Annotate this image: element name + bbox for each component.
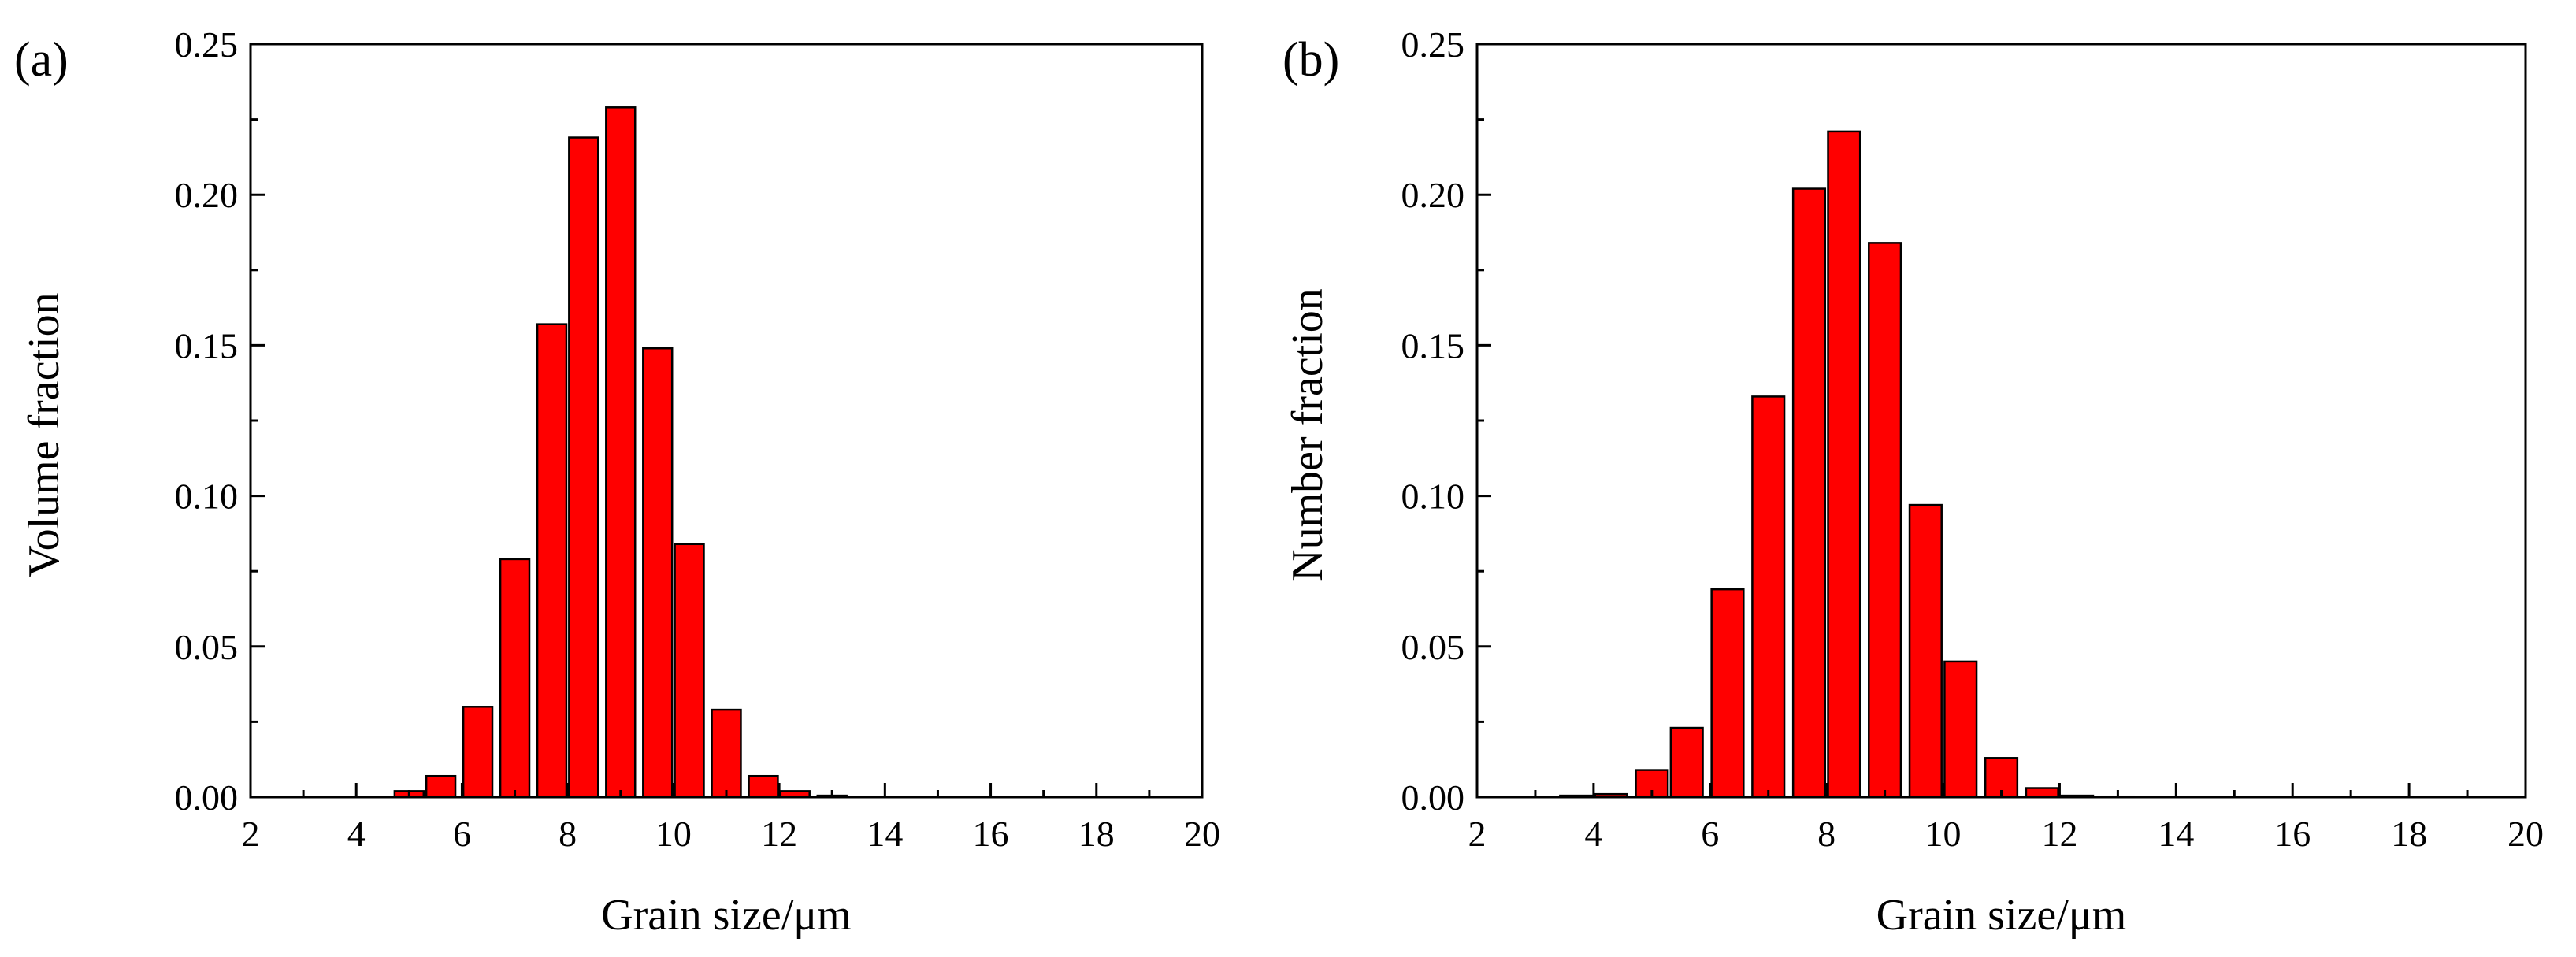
bar-b-10 <box>1943 660 1978 799</box>
bar-a-9 <box>711 708 742 799</box>
y-tick-label-a-5: 0.25 <box>175 24 239 65</box>
y-tick-label-b-1: 0.05 <box>1401 627 1465 667</box>
bar-b-5 <box>1751 395 1786 799</box>
x-tick-label-b-4: 10 <box>1925 814 1962 854</box>
bar-a-1 <box>425 774 457 799</box>
y-tick-labels-a: 0.00 0.05 0.10 0.15 0.20 0.25 <box>175 24 239 818</box>
panel-label-b: (b) <box>1282 33 1339 87</box>
bar-b-4 <box>1710 588 1745 799</box>
x-tick-label-a-5: 12 <box>761 814 797 854</box>
plot-frame-a <box>249 43 1204 799</box>
y-axis-title-b: Number fraction <box>1283 288 1332 581</box>
bar-b-7 <box>1827 130 1861 799</box>
y-tick-label-b-3: 0.15 <box>1401 325 1465 365</box>
x-tick-label-a-8: 18 <box>1078 814 1115 854</box>
panel-label-a: (a) <box>14 33 69 87</box>
panel-a: 2 4 6 8 10 12 14 16 18 20 0.00 0.05 0.10 0.15 0.20 0.2… <box>14 24 1220 940</box>
x-tick-label-b-6: 14 <box>2158 814 2194 854</box>
y-tick-label-a-0: 0.00 <box>175 777 239 818</box>
y-tick-label-b-4: 0.20 <box>1401 175 1465 215</box>
y-tick-labels-b: 0.00 0.05 0.10 0.15 0.20 0.25 <box>1401 24 1465 818</box>
x-tick-label-a-7: 16 <box>973 814 1009 854</box>
bar-group-b <box>1559 130 2135 799</box>
y-axis-title-a: Volume fraction <box>20 292 69 577</box>
panel-b: 2 4 6 8 10 12 14 16 18 20 0.00 0.05 0.10 0.15 0.20 0.2… <box>1282 24 2544 940</box>
bar-b-6 <box>1791 187 1827 799</box>
x-tick-label-a-0: 2 <box>242 814 260 854</box>
x-tick-label-a-1: 4 <box>347 814 366 854</box>
x-tick-label-a-6: 14 <box>867 814 903 854</box>
bar-b-9 <box>1908 503 1943 799</box>
x-tick-label-b-0: 2 <box>1468 814 1487 854</box>
y-tick-label-a-3: 0.15 <box>175 325 239 365</box>
y-tick-label-b-5: 0.25 <box>1401 24 1465 65</box>
axis-ticks-a <box>249 43 1204 799</box>
bar-a-8 <box>674 543 705 799</box>
y-tick-label-b-2: 0.10 <box>1401 477 1465 517</box>
x-tick-labels-b: 2 4 6 8 10 12 14 16 18 20 <box>1468 814 2544 854</box>
x-tick-label-b-2: 6 <box>1701 814 1719 854</box>
bar-a-2 <box>462 706 494 799</box>
y-tick-label-a-2: 0.10 <box>175 477 239 517</box>
x-tick-label-b-7: 16 <box>2274 814 2311 854</box>
bar-b-8 <box>1868 242 1902 799</box>
y-tick-label-b-0: 0.00 <box>1401 777 1465 818</box>
y-tick-label-a-1: 0.05 <box>175 627 239 667</box>
x-tick-label-b-5: 12 <box>2041 814 2077 854</box>
bar-a-4 <box>536 323 568 799</box>
x-tick-label-b-8: 18 <box>2391 814 2427 854</box>
x-tick-labels-a: 2 4 6 8 10 12 14 16 18 20 <box>242 814 1221 854</box>
x-tick-label-b-1: 4 <box>1584 814 1602 854</box>
bar-a-6 <box>605 106 637 799</box>
x-tick-label-b-9: 20 <box>2507 814 2544 854</box>
x-axis-title-a: Grain size/μm <box>601 891 852 940</box>
bar-group-a <box>393 106 848 799</box>
x-tick-label-a-4: 10 <box>655 814 692 854</box>
bar-a-10 <box>748 774 779 799</box>
bar-a-5 <box>568 136 599 799</box>
bar-a-3 <box>499 558 531 799</box>
bar-b-12 <box>2025 787 2059 799</box>
x-tick-label-a-2: 6 <box>453 814 471 854</box>
plot-frame-b <box>1475 43 2527 799</box>
x-tick-label-b-3: 8 <box>1817 814 1835 854</box>
y-tick-label-a-4: 0.20 <box>175 175 239 215</box>
axis-ticks-b <box>1475 43 2527 799</box>
x-tick-label-a-9: 20 <box>1184 814 1220 854</box>
x-tick-label-a-3: 8 <box>559 814 577 854</box>
x-axis-title-b: Grain size/μm <box>1876 891 2127 940</box>
bar-a-7 <box>642 347 674 799</box>
bar-b-3 <box>1669 726 1704 799</box>
